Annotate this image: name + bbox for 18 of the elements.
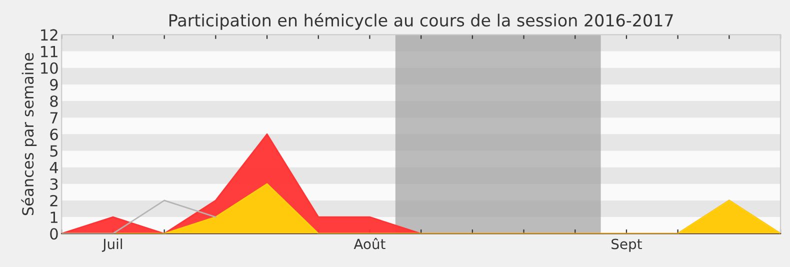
y-tick-label: 2: [50, 194, 58, 206]
y-tick-label: 1: [50, 212, 58, 223]
y-tick-label: 5: [50, 145, 58, 157]
y-tick-label: 9: [50, 78, 58, 90]
x-tick-label: Juil: [102, 238, 122, 252]
y-tick-label: 0: [50, 228, 58, 240]
y-tick-label: 8: [50, 95, 58, 108]
y-tick-label: 10: [41, 62, 58, 74]
chart-title: Participation en hémicycle au cours de la session 2016-2017: [169, 13, 673, 30]
y-tick-label: 12: [41, 29, 58, 41]
y-tick-label: 3: [50, 178, 58, 190]
y-tick-label: 7: [50, 112, 58, 124]
y-tick-label: 4: [50, 162, 58, 174]
y-tick-label: 11: [41, 46, 58, 58]
y-tick-label: 6: [50, 128, 58, 140]
y-axis-title: Séances par semaine: [21, 53, 37, 216]
x-tick-label: Août: [354, 238, 386, 250]
x-tick-label: Sept: [612, 238, 642, 252]
